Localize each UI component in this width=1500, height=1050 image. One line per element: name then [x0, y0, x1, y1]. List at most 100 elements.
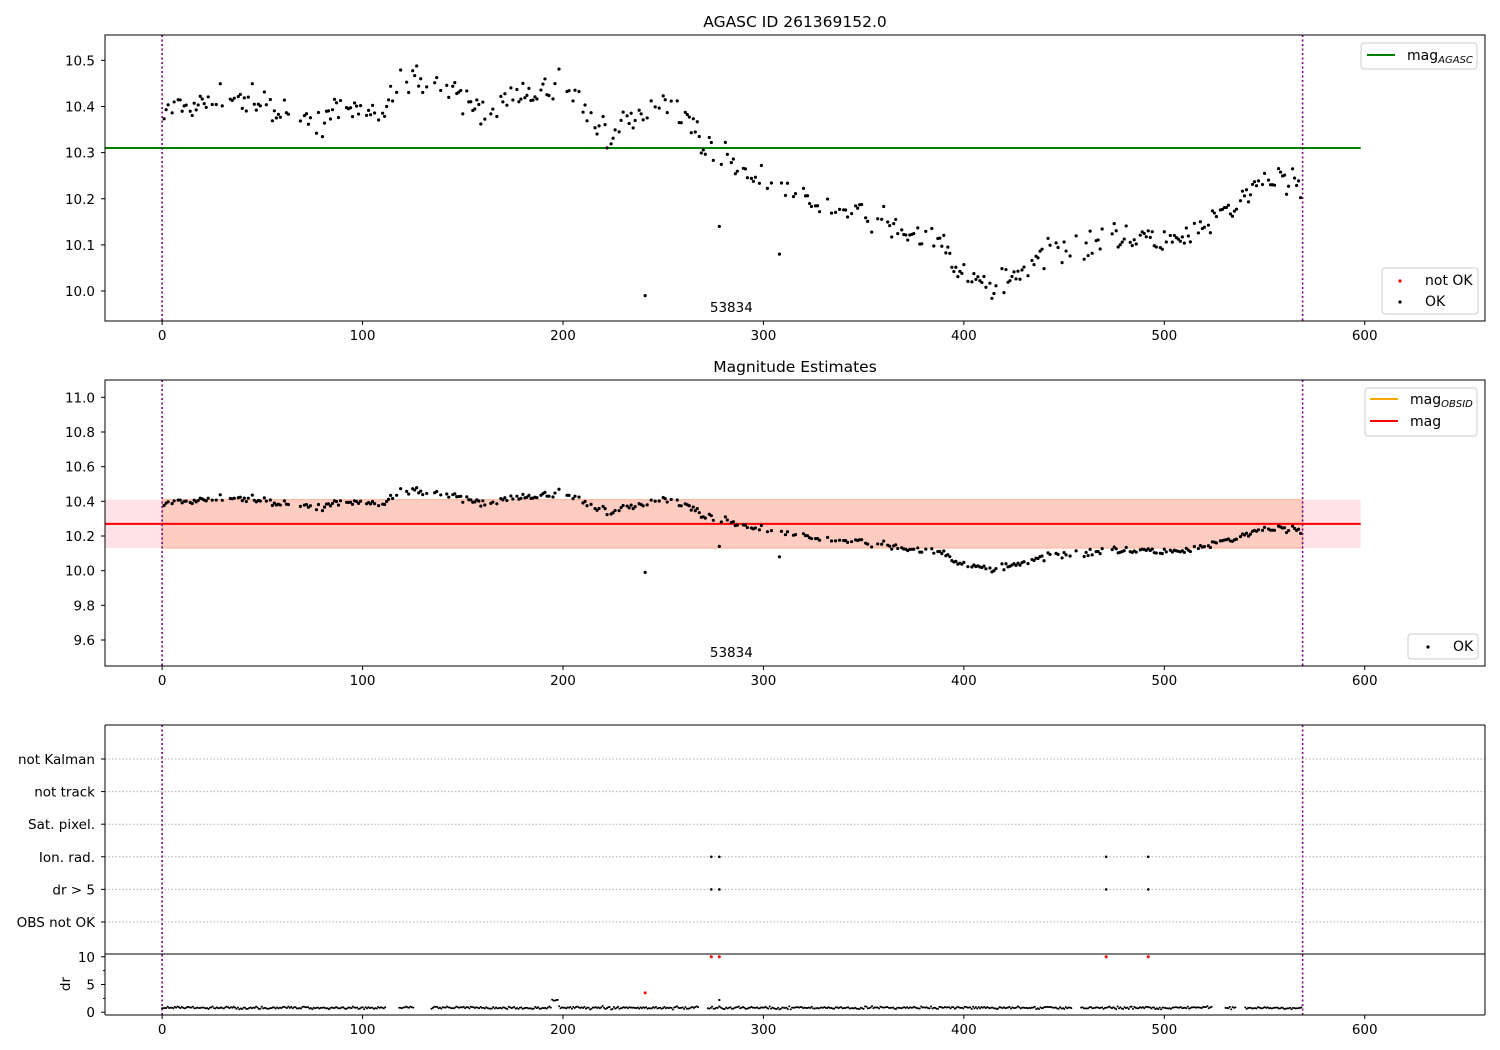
- ok-point: [320, 509, 325, 513]
- ok-point: [218, 82, 222, 86]
- dr-point: [764, 1005, 767, 1008]
- ok-point: [1248, 532, 1253, 536]
- ok-point: [856, 206, 860, 210]
- y-tick-label: 10.5: [65, 53, 95, 69]
- ok-point: [994, 284, 998, 288]
- ok-point: [603, 122, 607, 127]
- ok-point: [246, 496, 250, 500]
- ok-point: [894, 217, 898, 222]
- ok-point: [833, 210, 838, 214]
- ok-point: [1132, 238, 1136, 242]
- ok-point: [483, 503, 487, 507]
- ok-point: [1146, 229, 1150, 233]
- dr-point: [1115, 1008, 1118, 1011]
- ok-point: [417, 84, 421, 88]
- ok-point: [657, 499, 661, 503]
- dr-point: [949, 1007, 952, 1010]
- ok-point: [850, 540, 854, 544]
- dr-point: [382, 1007, 385, 1010]
- ok-point: [439, 88, 443, 93]
- ok-point: [617, 509, 621, 513]
- ok-point: [1004, 267, 1008, 272]
- ok-point: [1090, 553, 1094, 557]
- dr-point: [300, 1007, 303, 1010]
- x-tick-label: 200: [550, 673, 576, 689]
- ok-point: [988, 566, 992, 570]
- ok-point: [649, 99, 653, 103]
- dr-point: [520, 1006, 523, 1009]
- dr-point: [918, 1007, 921, 1010]
- ok-point: [860, 538, 864, 542]
- dr-point: [788, 1005, 791, 1008]
- ok-point: [829, 539, 834, 543]
- dr-point: [973, 1007, 976, 1010]
- ok-point: [974, 277, 978, 282]
- dr-point: [288, 1006, 291, 1009]
- ok-point: [372, 111, 377, 115]
- dr-y-ticks: 0 5 10: [78, 950, 105, 1021]
- ok-point: [948, 251, 952, 255]
- ok-point: [573, 88, 577, 92]
- ok-point: [1164, 240, 1168, 244]
- dr-point: [1143, 1007, 1146, 1010]
- dr-point: [862, 1007, 865, 1010]
- dr-point: [1122, 1008, 1125, 1011]
- dr-point: [993, 1007, 996, 1010]
- ok-point: [920, 550, 924, 554]
- ok-point: [385, 104, 389, 109]
- dr-point: [1118, 1007, 1121, 1010]
- dr-point: [166, 1005, 169, 1008]
- ok-point: [465, 495, 469, 499]
- y-tick-label: 5: [86, 978, 95, 994]
- dr-point: [1228, 1005, 1231, 1008]
- dr-point: [685, 1007, 688, 1010]
- ok-point: [1202, 544, 1206, 549]
- dr-point: [1296, 1007, 1299, 1010]
- ok-point: [709, 514, 713, 518]
- dr-point: [938, 1005, 941, 1008]
- dr-point: [869, 1006, 872, 1009]
- ok-point: [589, 111, 593, 115]
- ok-point: [1296, 179, 1301, 183]
- ok-point: [665, 110, 669, 115]
- ok-point: [954, 265, 958, 269]
- ok-point: [1000, 562, 1004, 566]
- ok-point: [162, 503, 166, 508]
- x-tick-label: 0: [158, 1022, 167, 1038]
- ok-point: [1122, 237, 1126, 241]
- ok-point: [1114, 547, 1118, 551]
- dr-point: [612, 1005, 615, 1008]
- ok-point: [1260, 528, 1265, 532]
- ok-point: [435, 75, 439, 80]
- ok-point: [583, 499, 587, 504]
- ok-point: [447, 95, 451, 99]
- ok-point: [1054, 241, 1058, 245]
- dr-point: [670, 1006, 673, 1009]
- dr-point: [211, 1005, 214, 1008]
- ok-point: [204, 105, 208, 109]
- dr-point: [722, 1007, 725, 1010]
- dr-point: [493, 1007, 496, 1010]
- dr-point: [207, 1008, 210, 1011]
- dr-point: [1137, 1007, 1140, 1010]
- dr-point: [304, 1006, 307, 1009]
- ok-point: [517, 100, 521, 104]
- ok-point: [515, 87, 519, 92]
- ok-point: [645, 503, 649, 507]
- panel-1-frame: [104, 34, 1486, 322]
- ok-point: [459, 494, 463, 498]
- panel-flags: not Kalman not track Sat. pixel. Ion. rad. d…: [17, 724, 1486, 1038]
- legend-marker-not-ok: [1398, 279, 1402, 283]
- ok-point: [837, 538, 842, 542]
- dr-point: [786, 1008, 789, 1011]
- ok-point: [1284, 192, 1289, 196]
- dr-point: [228, 1007, 231, 1010]
- y-tick-label: 10.2: [65, 529, 95, 545]
- dr-point: [767, 1007, 770, 1010]
- ok-point: [338, 499, 343, 503]
- dr-point: [431, 1006, 434, 1009]
- ok-point: [499, 94, 503, 98]
- ok-point: [1010, 274, 1014, 279]
- ok-point: [1244, 531, 1249, 535]
- ok-point: [1026, 562, 1030, 566]
